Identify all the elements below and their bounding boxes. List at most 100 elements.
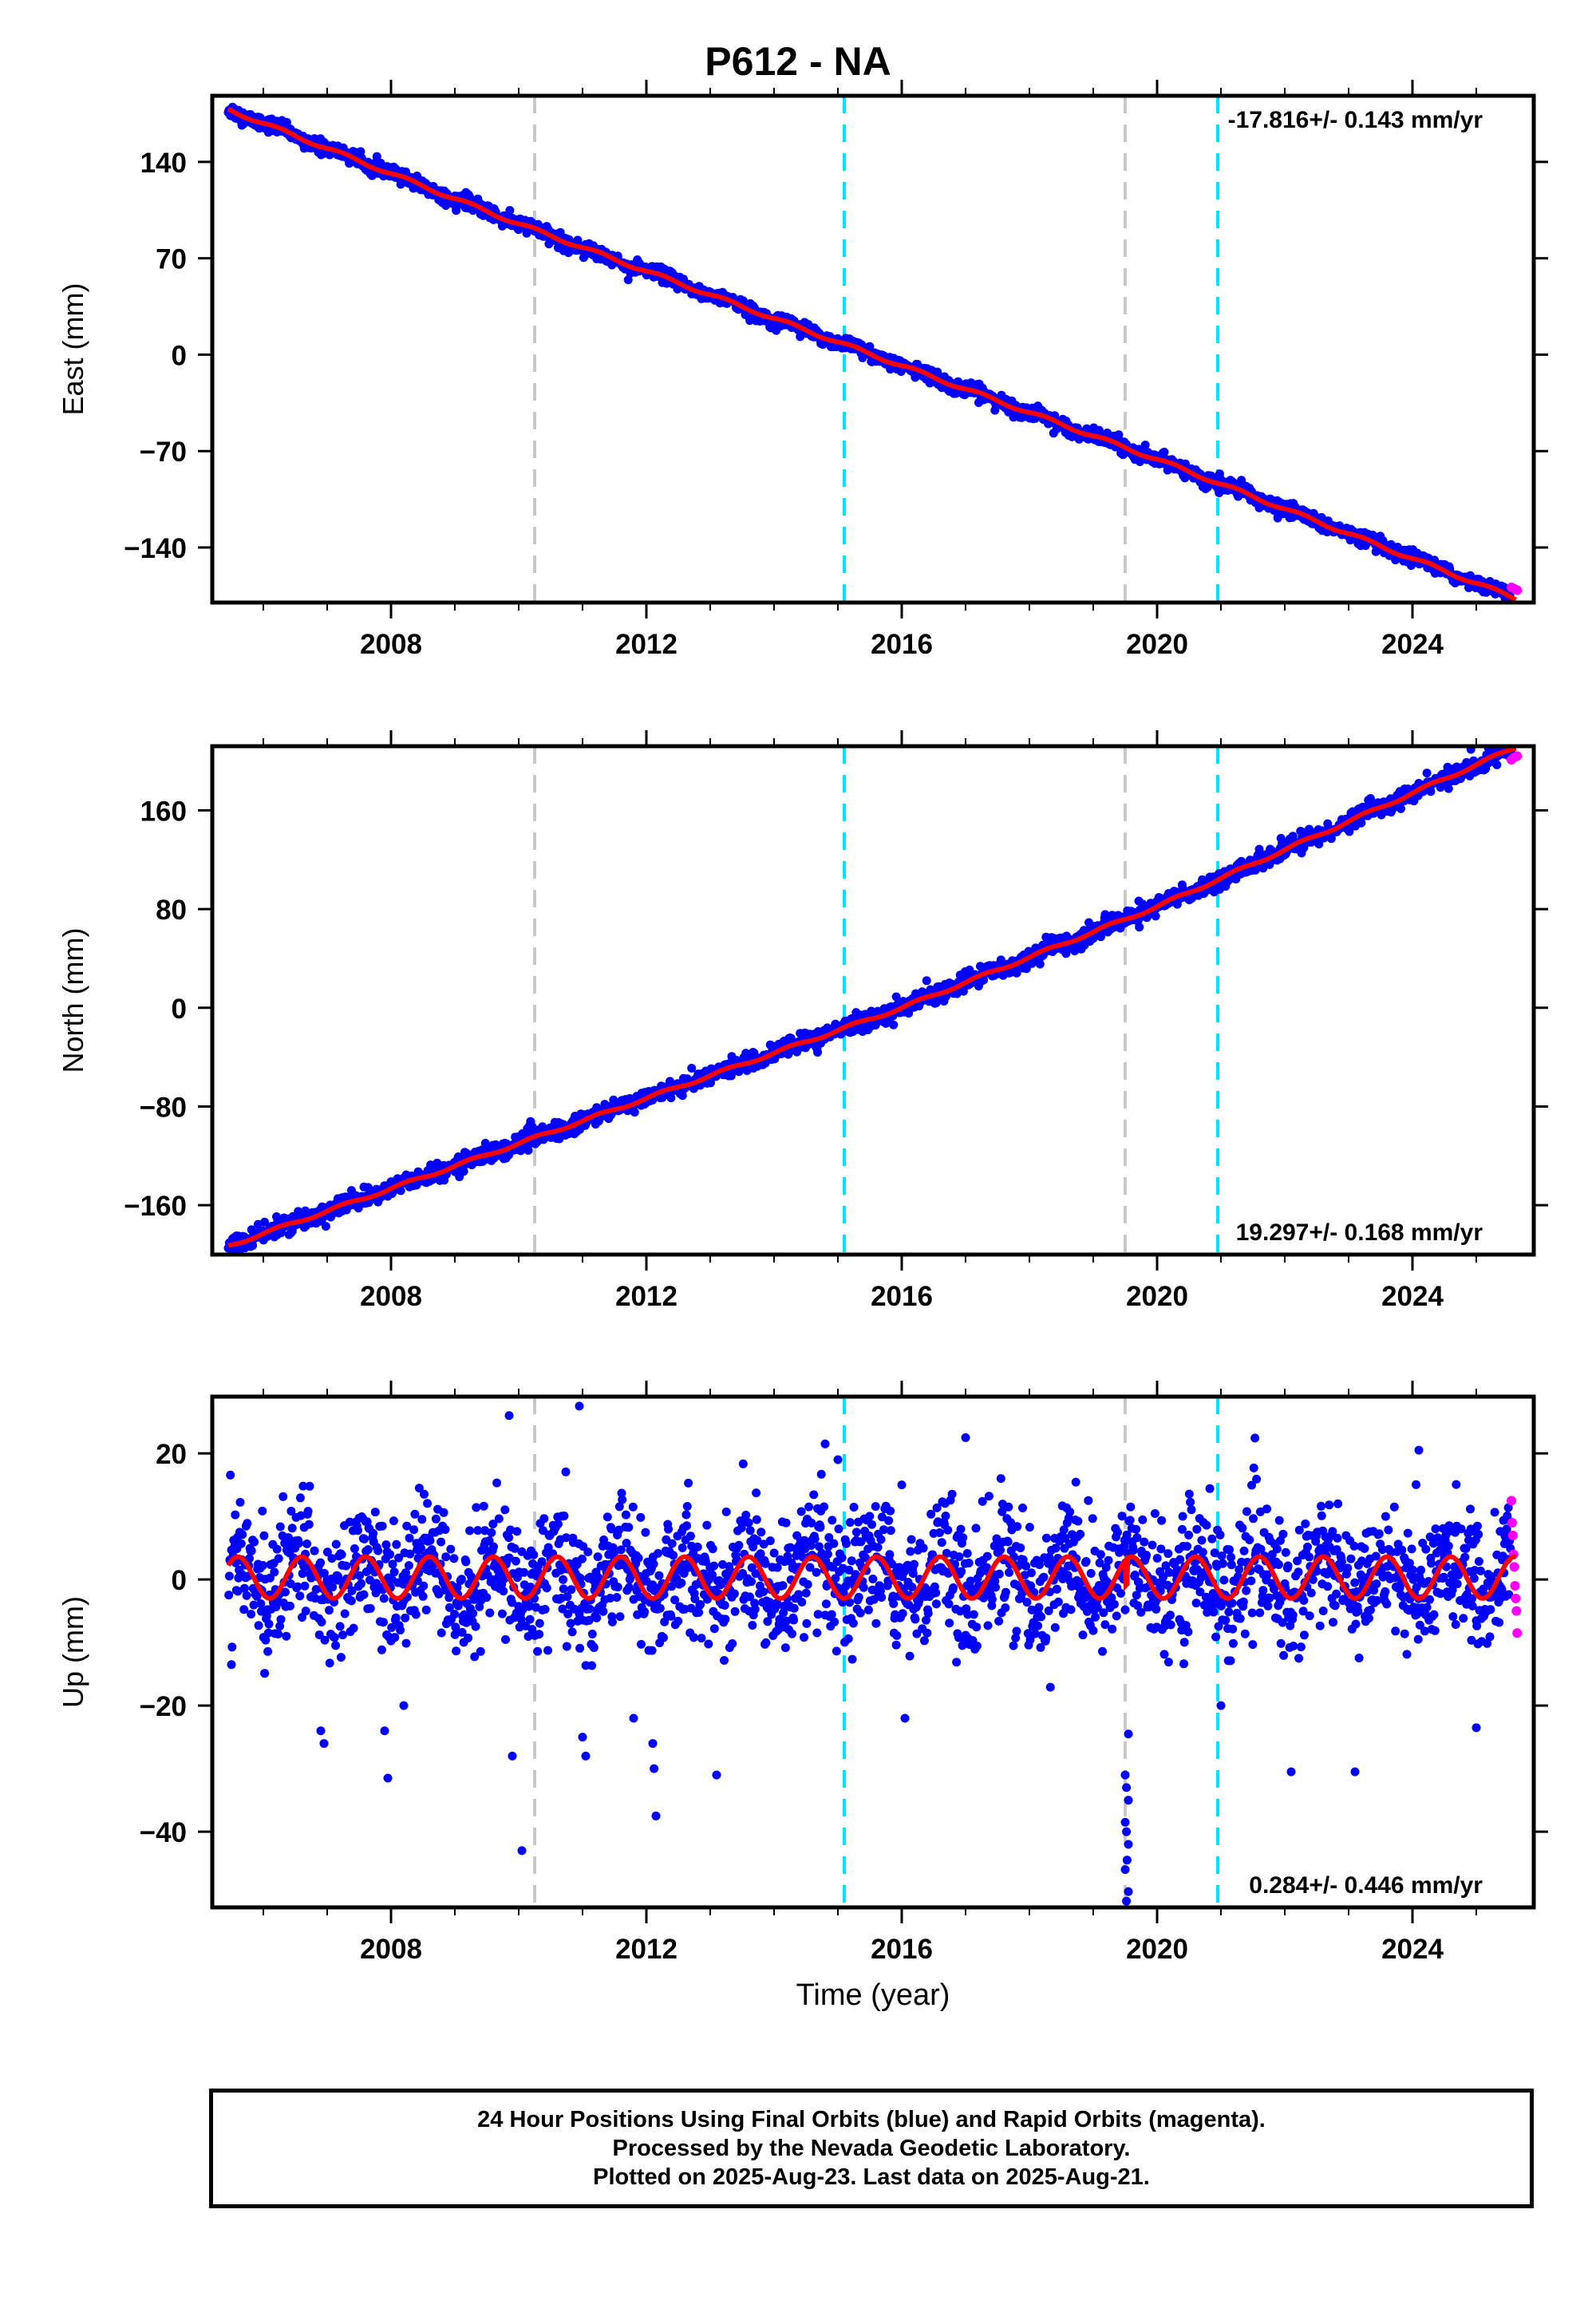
data-point (500, 1505, 510, 1515)
data-point (687, 1064, 697, 1073)
data-point (347, 1586, 357, 1595)
data-point (258, 1506, 267, 1516)
data-point (305, 1481, 314, 1491)
data-point (346, 1596, 356, 1606)
data-point (282, 117, 291, 127)
data-point (437, 1628, 446, 1638)
data-point (678, 1091, 687, 1101)
data-point (414, 1484, 424, 1493)
data-point (360, 1534, 369, 1543)
data-point (402, 1521, 412, 1531)
data-point (354, 1526, 362, 1535)
data-point (396, 1626, 405, 1635)
data-point (1314, 840, 1324, 849)
data-point (405, 1549, 415, 1559)
model-fit-line (227, 106, 1517, 603)
data-point (233, 1587, 243, 1596)
y-tick-label: −160 (124, 1191, 187, 1222)
data-point (456, 1575, 466, 1584)
x-tick-label: 2024 (1381, 629, 1444, 660)
plot-frame (210, 744, 1536, 1257)
data-point (248, 1241, 258, 1251)
data-point (405, 1533, 414, 1543)
data-point (958, 986, 968, 996)
data-point (331, 1641, 341, 1650)
data-point (359, 1590, 369, 1599)
data-point (304, 1520, 314, 1529)
data-point (247, 1546, 256, 1555)
data-point (296, 1511, 306, 1520)
data-point (519, 1567, 529, 1577)
data-point (623, 275, 633, 285)
data-point (236, 1539, 246, 1548)
data-point (385, 1550, 395, 1559)
data-point (275, 1622, 285, 1631)
data-point (1012, 968, 1021, 978)
data-point (479, 1501, 488, 1511)
data-point (245, 1554, 254, 1563)
data-point (298, 1613, 306, 1622)
data-point (465, 1526, 475, 1535)
data-point (508, 1598, 517, 1607)
data-point (300, 1581, 310, 1591)
data-point (391, 1613, 401, 1622)
data-point (497, 1609, 507, 1618)
data-point (420, 1489, 429, 1499)
data-point (295, 1591, 305, 1601)
data-point (452, 1646, 461, 1656)
data-point (467, 1572, 476, 1582)
data-point (451, 1622, 460, 1632)
y-tick-label: 160 (140, 796, 187, 827)
data-point (440, 1525, 450, 1534)
data-point (523, 1145, 533, 1155)
data-point (317, 1618, 326, 1626)
x-tick-label: 2008 (360, 1281, 422, 1312)
data-point (322, 1547, 332, 1557)
data-point (320, 1635, 330, 1645)
y-tick-label: 70 (156, 244, 187, 275)
data-point (259, 1561, 267, 1570)
data-point (274, 1630, 283, 1638)
x-tick-label: 2012 (615, 1281, 678, 1312)
x-tick-label: 2008 (360, 629, 422, 660)
data-point (242, 1591, 251, 1600)
data-point (224, 1571, 234, 1581)
data-point (473, 1526, 483, 1535)
plot-area-north (223, 746, 1523, 1255)
data-point (1396, 804, 1405, 813)
data-point (239, 1605, 249, 1614)
data-point (294, 1539, 303, 1548)
data-point (363, 1545, 373, 1555)
data-point (260, 1669, 270, 1678)
data-point (370, 1508, 380, 1517)
data-point (1114, 430, 1124, 440)
data-point (511, 1556, 520, 1566)
data-point (1035, 959, 1045, 969)
data-point (1345, 827, 1354, 836)
data-point (891, 992, 901, 1002)
data-point (224, 1591, 234, 1600)
data-point (1061, 949, 1071, 958)
data-point (425, 1535, 435, 1545)
data-point (472, 1503, 481, 1512)
data-point (510, 1543, 519, 1553)
data-point (340, 1609, 350, 1618)
data-point (431, 1514, 440, 1524)
data-point (452, 1583, 462, 1592)
data-point (249, 1600, 259, 1610)
data-point (388, 1559, 397, 1569)
data-point (338, 1630, 347, 1640)
x-tick-label: 2020 (1126, 1281, 1188, 1312)
data-point (298, 1481, 308, 1491)
data-point (325, 1658, 334, 1668)
data-point (419, 1581, 429, 1591)
data-point (1135, 923, 1144, 932)
model-fit-line (227, 746, 1517, 1248)
data-point (256, 1599, 266, 1608)
data-point (488, 1520, 498, 1529)
data-point (487, 1528, 496, 1537)
data-point (298, 1569, 307, 1579)
data-point (274, 1554, 283, 1563)
